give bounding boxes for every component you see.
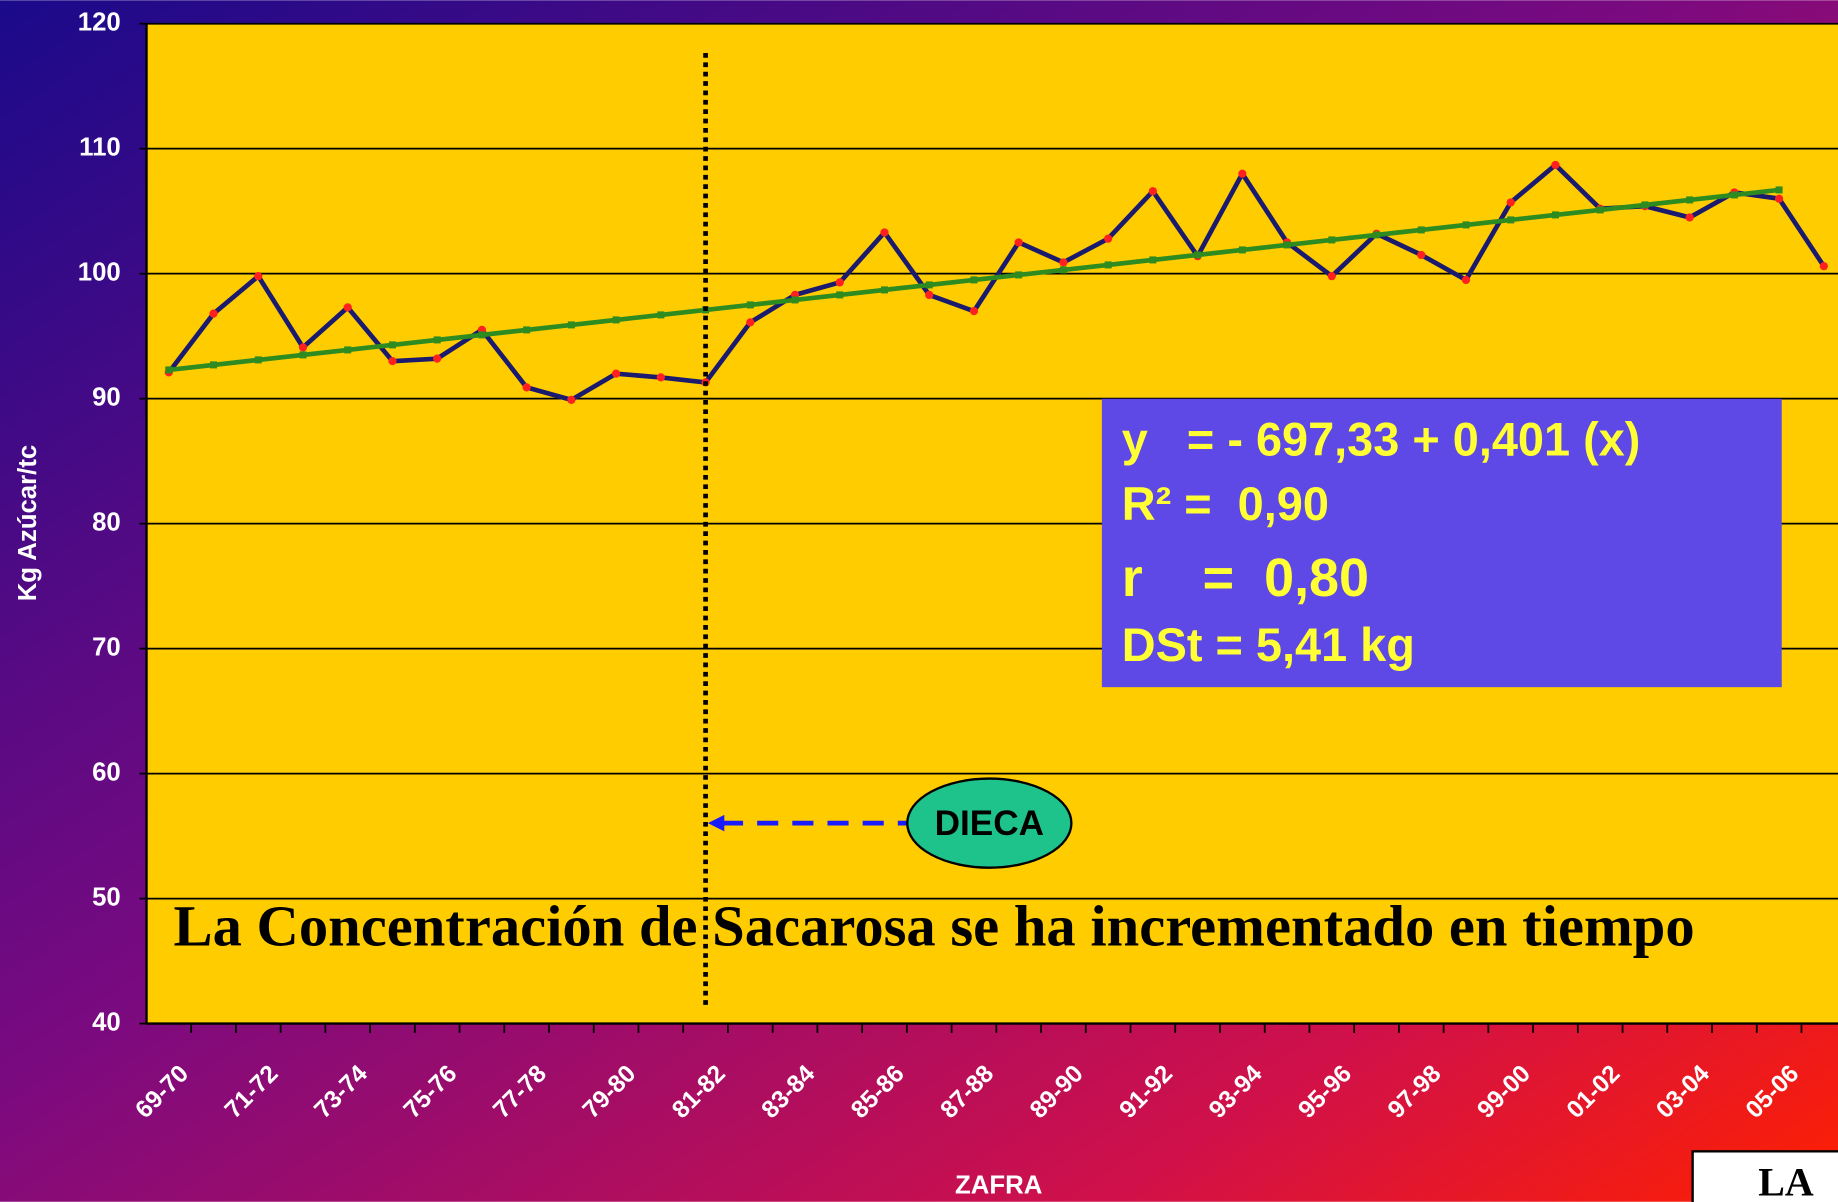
equation-line: y = - 697,33 + 0,401 (x)	[1122, 414, 1641, 466]
point	[746, 301, 754, 309]
equation-line: r = 0,80	[1122, 548, 1369, 608]
point	[1730, 191, 1738, 199]
y-tick-label: 100	[78, 258, 121, 286]
logo-text: LA	[1758, 1160, 1814, 1202]
point	[612, 369, 621, 378]
point	[657, 311, 665, 319]
y-tick-label: 50	[92, 883, 121, 911]
point	[880, 228, 889, 237]
point	[522, 383, 531, 392]
y-tick-label: 80	[92, 508, 121, 536]
point	[836, 291, 844, 299]
point	[1283, 241, 1291, 249]
y-tick-label: 60	[92, 758, 121, 786]
point	[388, 341, 396, 349]
point	[298, 343, 308, 352]
point	[1685, 213, 1694, 222]
y-tick-label: 110	[79, 133, 121, 161]
point	[1462, 221, 1470, 229]
y-tick-label: 70	[92, 633, 121, 661]
point	[1507, 216, 1515, 224]
y-tick-label: 120	[78, 9, 121, 37]
point	[523, 326, 531, 334]
point	[1015, 271, 1023, 279]
point	[656, 373, 665, 382]
point	[925, 290, 934, 300]
label-bubble	[906, 777, 1073, 869]
point	[433, 354, 442, 363]
point	[210, 361, 218, 369]
point	[388, 357, 397, 366]
point	[1373, 231, 1381, 239]
point	[209, 309, 218, 318]
point	[567, 321, 575, 329]
point	[1238, 169, 1247, 178]
point	[791, 296, 799, 304]
point	[1417, 226, 1425, 234]
point	[1461, 275, 1471, 285]
y-tick-label: 40	[92, 1008, 121, 1036]
point	[299, 351, 307, 359]
point	[1686, 196, 1694, 204]
y-axis-label: Kg Azúcar/tc	[14, 445, 42, 602]
point	[612, 316, 620, 324]
point	[478, 331, 486, 339]
point	[970, 276, 978, 284]
point	[1506, 198, 1515, 207]
point	[1238, 246, 1246, 254]
point	[835, 278, 844, 287]
equation-box	[1101, 398, 1782, 688]
y-tick-label: 90	[92, 383, 121, 411]
caption: La Concentración de Sacarosa se ha incre…	[173, 894, 1694, 959]
x-axis-label: ZAFRA	[955, 1171, 1042, 1199]
point	[1148, 187, 1157, 196]
point	[254, 272, 263, 281]
equation-line: DSt = 5,41 kg	[1122, 619, 1415, 671]
equation-line: R² = 0,90	[1122, 478, 1329, 530]
point	[165, 366, 173, 374]
point	[746, 318, 755, 327]
point	[1551, 211, 1559, 219]
point	[969, 307, 979, 316]
point	[1819, 262, 1828, 271]
point	[1104, 261, 1112, 269]
point	[1194, 251, 1202, 259]
point	[1417, 250, 1426, 260]
logo	[1691, 1150, 1838, 1202]
point	[1149, 256, 1157, 264]
arrow-head	[707, 814, 725, 832]
point	[1059, 266, 1067, 274]
point	[344, 346, 352, 354]
point	[567, 395, 576, 405]
point	[880, 286, 889, 294]
point	[343, 303, 352, 312]
point	[925, 281, 933, 289]
point	[1059, 258, 1068, 267]
point	[1775, 194, 1784, 203]
point	[1641, 201, 1649, 209]
point	[1014, 238, 1023, 247]
marker-label: DIECA	[935, 804, 1044, 843]
point	[1104, 234, 1113, 243]
point	[1328, 236, 1336, 244]
point	[433, 336, 441, 344]
point	[1596, 206, 1604, 214]
point	[1327, 272, 1336, 281]
point	[254, 356, 262, 364]
point	[1775, 186, 1783, 194]
point	[1551, 160, 1560, 170]
